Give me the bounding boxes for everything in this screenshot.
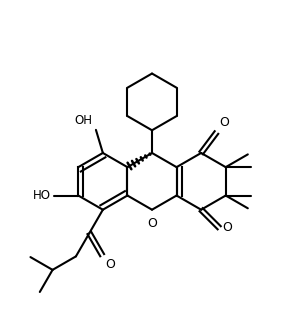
Text: O: O	[105, 258, 115, 271]
Text: O: O	[219, 116, 230, 129]
Text: OH: OH	[75, 114, 93, 127]
Text: O: O	[222, 221, 232, 234]
Text: O: O	[147, 216, 157, 230]
Text: HO: HO	[33, 189, 51, 202]
